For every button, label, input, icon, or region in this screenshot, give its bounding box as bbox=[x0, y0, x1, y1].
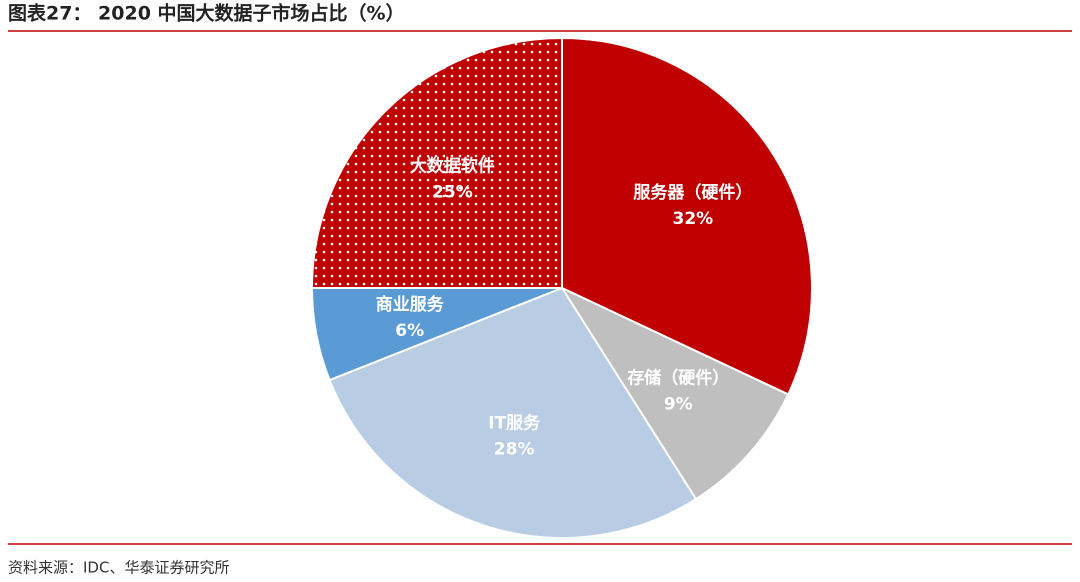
pie-slice bbox=[559, 285, 790, 501]
slice-category-label: 服务器（硬件） bbox=[633, 182, 752, 203]
pie-slice bbox=[310, 36, 563, 289]
pie-slice bbox=[328, 286, 698, 539]
slice-category-label: 存储（硬件） bbox=[627, 368, 729, 389]
slice-value-label: 9% bbox=[664, 395, 693, 415]
slice-value-label: 32% bbox=[673, 209, 714, 229]
pie bbox=[310, 36, 813, 539]
slice-category-label: 商业服务 bbox=[376, 294, 445, 315]
slice-value-label: 28% bbox=[494, 439, 535, 459]
slice-category-label: 大数据软件 bbox=[410, 155, 495, 176]
slice-value-label: 25% bbox=[432, 182, 473, 202]
slice-value-label: 6% bbox=[395, 321, 424, 341]
chart-title: 图表27： 2020 中国大数据子市场占比（%） bbox=[8, 2, 405, 25]
pie-slice bbox=[561, 36, 813, 396]
slice-category-label: IT服务 bbox=[488, 412, 541, 433]
source-note: 资料来源：IDC、华泰证券研究所 bbox=[8, 559, 229, 577]
